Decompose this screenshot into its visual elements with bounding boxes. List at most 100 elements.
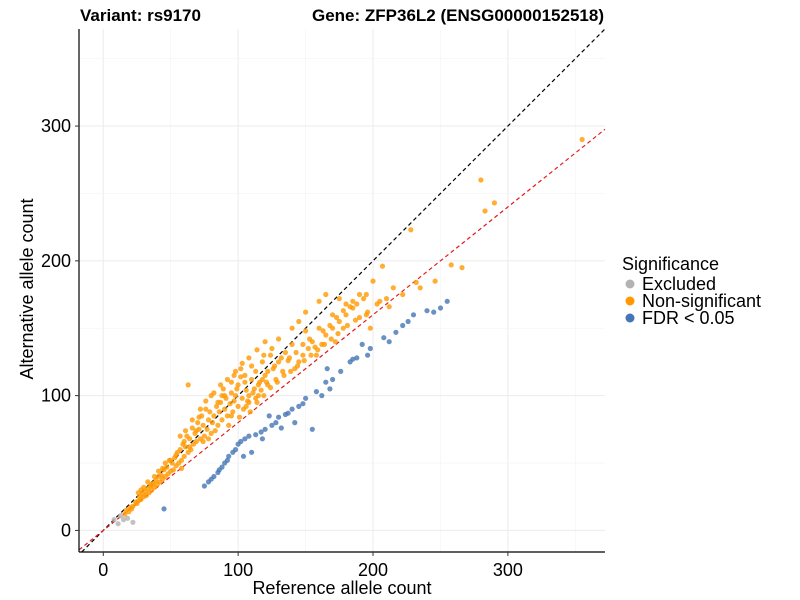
point-non-significant bbox=[320, 328, 326, 334]
point-non-significant bbox=[255, 382, 261, 388]
point-non-significant bbox=[182, 428, 189, 434]
point-non-significant bbox=[195, 420, 201, 426]
point-fdr-0-05 bbox=[215, 469, 221, 476]
point-fdr-0-05 bbox=[400, 322, 406, 329]
point-non-significant bbox=[579, 136, 585, 143]
point-non-significant bbox=[265, 368, 271, 374]
point-non-significant bbox=[374, 301, 380, 307]
point-non-significant bbox=[249, 363, 255, 369]
point-fdr-0-05 bbox=[444, 298, 450, 304]
point-non-significant bbox=[316, 298, 322, 304]
point-fdr-0-05 bbox=[259, 436, 265, 442]
point-non-significant bbox=[193, 428, 199, 434]
point-non-significant bbox=[227, 401, 233, 407]
point-non-significant bbox=[289, 341, 295, 347]
point-non-significant bbox=[226, 422, 232, 428]
point-non-significant bbox=[482, 208, 488, 214]
point-non-significant bbox=[383, 296, 390, 302]
point-non-significant bbox=[340, 308, 346, 314]
point-fdr-0-05 bbox=[359, 341, 365, 347]
point-non-significant bbox=[262, 339, 268, 345]
point-non-significant bbox=[263, 379, 270, 385]
point-non-significant bbox=[189, 425, 195, 431]
legend-key-non-significant bbox=[625, 296, 635, 306]
point-non-significant bbox=[239, 395, 245, 401]
point-non-significant bbox=[478, 177, 484, 183]
point-fdr-0-05 bbox=[347, 359, 353, 365]
point-non-significant bbox=[219, 417, 225, 423]
point-fdr-0-05 bbox=[249, 449, 255, 455]
point-non-significant bbox=[354, 301, 360, 307]
point-non-significant bbox=[185, 449, 191, 455]
point-non-significant bbox=[243, 387, 249, 393]
point-non-significant bbox=[332, 339, 338, 345]
point-fdr-0-05 bbox=[276, 414, 282, 420]
point-non-significant bbox=[228, 379, 234, 385]
point-non-significant bbox=[224, 376, 230, 383]
point-non-significant bbox=[181, 453, 187, 459]
point-non-significant bbox=[181, 438, 187, 445]
point-non-significant bbox=[315, 347, 321, 353]
point-non-significant bbox=[209, 420, 216, 426]
point-non-significant bbox=[276, 359, 282, 365]
legend-label-excluded: Excluded bbox=[642, 274, 716, 294]
point-non-significant bbox=[303, 309, 309, 315]
point-non-significant bbox=[123, 507, 129, 513]
point-fdr-0-05 bbox=[424, 308, 430, 314]
point-non-significant bbox=[361, 296, 367, 302]
reference-line-identity bbox=[81, 28, 606, 553]
point-non-significant bbox=[218, 382, 224, 388]
point-non-significant bbox=[296, 318, 302, 325]
point-fdr-0-05 bbox=[262, 426, 268, 432]
point-non-significant bbox=[220, 386, 226, 392]
point-non-significant bbox=[327, 322, 333, 329]
point-non-significant bbox=[232, 368, 239, 374]
point-fdr-0-05 bbox=[230, 449, 236, 455]
point-non-significant bbox=[232, 393, 239, 399]
legend-label-fdr: FDR < 0.05 bbox=[642, 308, 735, 328]
legend: Significance Excluded Non-significant FD… bbox=[622, 254, 761, 328]
point-non-significant bbox=[254, 347, 260, 353]
point-fdr-0-05 bbox=[269, 422, 275, 428]
point-non-significant bbox=[491, 200, 497, 206]
point-non-significant bbox=[323, 291, 329, 298]
point-non-significant bbox=[205, 417, 212, 423]
point-fdr-0-05 bbox=[296, 403, 302, 409]
point-non-significant bbox=[145, 479, 151, 485]
y-axis-title: Alternative allele count bbox=[17, 198, 37, 379]
point-non-significant bbox=[203, 398, 209, 404]
point-non-significant bbox=[177, 433, 183, 439]
point-non-significant bbox=[323, 332, 329, 338]
point-non-significant bbox=[400, 291, 406, 298]
point-non-significant bbox=[222, 406, 228, 412]
point-non-significant bbox=[379, 263, 386, 269]
point-non-significant bbox=[269, 345, 275, 352]
point-fdr-0-05 bbox=[330, 376, 336, 383]
point-fdr-0-05 bbox=[253, 432, 259, 438]
point-non-significant bbox=[289, 325, 295, 331]
data-points bbox=[111, 136, 585, 527]
point-fdr-0-05 bbox=[381, 335, 387, 341]
point-non-significant bbox=[328, 336, 334, 342]
point-non-significant bbox=[347, 304, 353, 310]
point-non-significant bbox=[305, 345, 311, 352]
point-non-significant bbox=[173, 463, 179, 469]
point-non-significant bbox=[231, 398, 237, 404]
point-excluded bbox=[125, 515, 131, 521]
point-non-significant bbox=[238, 366, 244, 372]
point-fdr-0-05 bbox=[327, 386, 333, 392]
point-fdr-0-05 bbox=[338, 368, 344, 374]
point-fdr-0-05 bbox=[278, 425, 284, 431]
point-non-significant bbox=[340, 325, 346, 331]
point-non-significant bbox=[408, 227, 414, 233]
chart-title-right: Gene: ZFP36L2 (ENSG00000152518) bbox=[312, 6, 604, 25]
reference-line-fit bbox=[78, 128, 606, 551]
point-fdr-0-05 bbox=[431, 309, 437, 315]
y-tick-label: 200 bbox=[41, 251, 71, 271]
point-fdr-0-05 bbox=[354, 355, 360, 361]
point-non-significant bbox=[356, 314, 363, 321]
point-fdr-0-05 bbox=[410, 312, 417, 318]
point-non-significant bbox=[285, 358, 291, 364]
point-non-significant bbox=[282, 349, 288, 356]
x-tick-label: 0 bbox=[98, 560, 108, 580]
